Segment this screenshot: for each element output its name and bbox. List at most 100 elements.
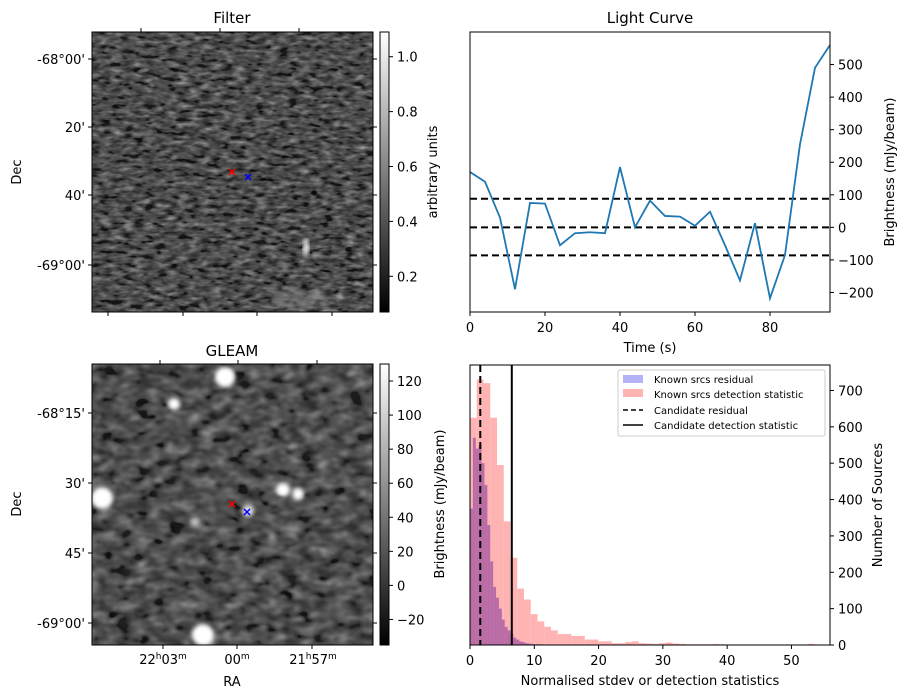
- gleam-xlabel: RA: [223, 675, 241, 690]
- residual-bar: [475, 448, 479, 645]
- light-curve-xtick-label: 40: [612, 321, 629, 336]
- gleam-colorbar-tick-label: 120: [397, 375, 422, 390]
- histogram-xtick-label: 20: [590, 654, 607, 669]
- light-curve-xtick-label: 20: [537, 321, 554, 336]
- gleam-colorbar-label: Brightness (mJy/beam): [433, 430, 448, 579]
- histogram-frame: [469, 364, 831, 646]
- gleam-x-tick-labels: 22h03m 00m 21h57m: [139, 652, 337, 668]
- detection-bar: [659, 643, 666, 645]
- residual-bar: [524, 643, 528, 645]
- detection-bar: [517, 588, 524, 645]
- histogram-ytick-label: 700: [838, 384, 863, 399]
- gleam-title: GLEAM: [206, 342, 259, 360]
- filter-marker-blue: [244, 173, 252, 181]
- light-curve-ytick-label: 0: [838, 221, 846, 236]
- light-curve-title: Light Curve: [607, 9, 693, 27]
- gleam-colorbar-tick-label: 100: [397, 409, 422, 424]
- detection-bar: [611, 643, 619, 645]
- residual-bar: [501, 619, 505, 645]
- light-curve-xtick-label: 0: [466, 321, 474, 336]
- filter-ytick-label: -68°00': [37, 53, 85, 68]
- gleam-colorbar-tick-label: 60: [397, 477, 414, 492]
- light-curve-series: [470, 44, 830, 302]
- filter-ylabel: Dec: [10, 159, 25, 184]
- residual-bar: [481, 463, 485, 645]
- light-curve-ytick-label: 400: [838, 91, 863, 106]
- filter-marker-red: [228, 168, 236, 176]
- light-curve-ytick-label: −200: [838, 286, 874, 301]
- histogram-x-ticks: 0 10 20 30 40 50: [466, 645, 800, 669]
- residual-bar: [484, 485, 488, 645]
- histogram-panel: 0 10 20 30 40 50 0 100 200 300 400 500 600 700 Norma…: [466, 364, 886, 689]
- detection-bar: [807, 643, 815, 645]
- filter-ytick-label: 40': [65, 189, 85, 204]
- filter-frame: [91, 31, 374, 313]
- gleam-colorbar-tick-label: 0: [397, 579, 405, 594]
- detection-bar: [625, 642, 632, 645]
- residual-bar: [522, 642, 525, 645]
- filter-colorbar-tick-label: 1.0: [397, 51, 418, 66]
- gleam-panel: GLEAM -68°15' 30' 45' -69°00': [10, 342, 448, 690]
- light-curve-ytick-label: 200: [838, 156, 863, 171]
- light-curve-threshold-lines: [470, 197, 830, 257]
- histogram-legend: Known srcs residual Known srcs detection…: [617, 369, 826, 437]
- detection-bar: [490, 417, 497, 645]
- histogram-ytick-label: 0: [838, 639, 846, 654]
- light-curve-xlabel: Time (s): [623, 341, 677, 356]
- histogram-xtick-label: 50: [783, 654, 800, 669]
- detection-bar: [652, 643, 659, 645]
- histogram-ylabel: Number of Sources: [871, 443, 886, 568]
- detection-bar: [578, 635, 585, 645]
- gleam-colorbar-tick-label: −20: [397, 613, 424, 628]
- histogram-ytick-label: 400: [838, 494, 863, 509]
- residual-bar: [490, 561, 494, 645]
- detection-bar: [497, 465, 504, 645]
- gleam-colorbar-tick-label: 20: [397, 545, 414, 560]
- residual-bar: [472, 437, 476, 645]
- legend-swatch-detection: [623, 389, 643, 397]
- residual-bar: [507, 630, 511, 645]
- gleam-x-ticks: [159, 360, 318, 649]
- detection-bar: [605, 641, 612, 645]
- detection-bar: [537, 621, 545, 645]
- gleam-colorbar-tick-label: 40: [397, 511, 414, 526]
- detection-bar: [551, 630, 558, 645]
- gleam-ytick-label: -69°00': [37, 617, 85, 632]
- detection-bar: [645, 643, 653, 645]
- residual-bar: [496, 597, 499, 645]
- filter-colorbar-tick-label: 0.2: [397, 270, 418, 285]
- gleam-y-ticks: -68°15' 30' 45' -69°00': [37, 407, 377, 632]
- detection-bar: [557, 634, 565, 645]
- detection-bar: [571, 635, 578, 645]
- gleam-ylabel: Dec: [10, 491, 25, 516]
- detection-bar: [665, 642, 673, 645]
- histogram-xtick-label: 40: [719, 654, 736, 669]
- detection-bar: [713, 643, 720, 645]
- gleam-colorbar-ticks: −20 0 20 40 60 80 100 120: [389, 375, 424, 628]
- detection-bar: [638, 643, 646, 645]
- gleam-marker-blue: [243, 508, 251, 516]
- filter-y-ticks: -68°00' 20' 40' -69°00': [37, 53, 377, 274]
- histogram-xtick-label: 0: [466, 654, 474, 669]
- detection-bar: [524, 599, 531, 645]
- histogram-y-ticks: 0 100 200 300 400 500 600 700: [830, 384, 863, 654]
- gleam-colorbar: [379, 363, 390, 646]
- light-curve-ytick-label: −100: [838, 254, 874, 269]
- histogram-ytick-label: 100: [838, 603, 863, 618]
- histogram-ytick-label: 500: [838, 457, 863, 472]
- light-curve-ylabel: Brightness (mJy/beam): [883, 98, 898, 247]
- light-curve-y-ticks: −200 −100 0 100 200 300 400 500: [830, 59, 874, 301]
- residual-bar: [530, 643, 534, 645]
- detection-bar: [564, 634, 572, 645]
- detection-bar: [632, 641, 639, 645]
- histogram-ytick-label: 600: [838, 421, 863, 436]
- histogram-xtick-label: 10: [526, 654, 543, 669]
- gleam-xtick-label: 22h03m: [139, 652, 187, 668]
- light-curve-frame: [469, 31, 831, 313]
- filter-ytick-label: 20': [65, 121, 85, 136]
- histogram-xtick-label: 30: [655, 654, 672, 669]
- detection-bar: [591, 639, 599, 645]
- legend-label-candidate-residual: Candidate residual: [654, 406, 748, 417]
- residual-bar: [513, 637, 517, 645]
